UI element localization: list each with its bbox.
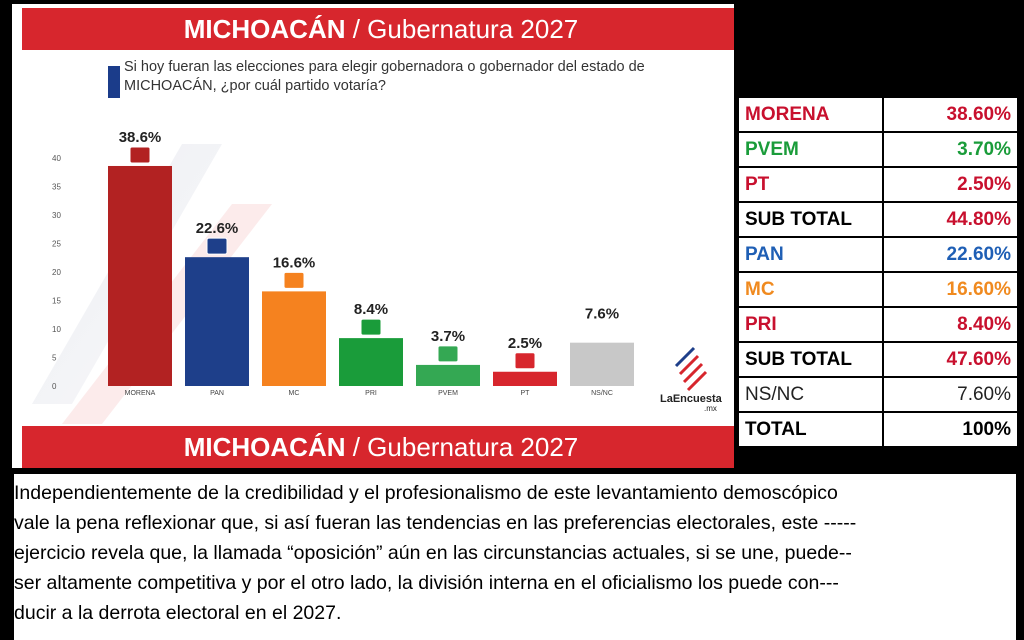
row-value: 38.60% — [882, 96, 1019, 133]
y-tick-label: 15 — [52, 297, 61, 306]
table-row: PVEM 3.70% — [736, 131, 1019, 168]
bar-nsnc — [570, 342, 634, 386]
x-tick-label: PT — [521, 390, 531, 397]
table-row: MORENA 38.60% — [736, 96, 1019, 133]
paragraph-line: ejercicio revela que, la llamada “oposic… — [14, 542, 852, 564]
party-logo-mc-icon — [283, 271, 305, 289]
paragraph-line: ducir a la derrota electoral en el 2027. — [14, 602, 342, 624]
x-tick-label: PAN — [210, 390, 224, 397]
party-logo-pri-icon — [360, 318, 382, 336]
table-row: PT 2.50% — [736, 166, 1019, 203]
row-value: 100% — [882, 411, 1019, 448]
row-value: 8.40% — [882, 306, 1019, 343]
table-row: NS/NC 7.60% — [736, 376, 1019, 413]
data-label-nsnc: 7.6% — [585, 306, 619, 323]
row-value: 47.60% — [882, 341, 1019, 378]
party-logo-pvem-icon — [437, 345, 459, 363]
banner-rest-bottom: / Gubernatura 2027 — [345, 432, 579, 462]
data-label-pvem: 3.7% — [431, 328, 465, 345]
table-row: PRI 8.40% — [736, 306, 1019, 343]
brand-name: LaEncuesta — [660, 393, 723, 405]
poll-question: Si hoy fueran las elecciones para elegir… — [124, 59, 645, 94]
results-table: MORENA 38.60% PVEM 3.70% PT 2.50% SUB TOTAL 44.… — [736, 96, 1019, 448]
data-label-mc: 16.6% — [273, 254, 316, 271]
paragraph-line: vale la pena reflexionar que, si así fue… — [14, 512, 857, 534]
x-tick-label: PRI — [365, 390, 377, 397]
row-value: 16.60% — [882, 271, 1019, 308]
row-label: SUB TOTAL — [736, 341, 885, 378]
bar-morena — [108, 165, 172, 386]
party-logos — [129, 146, 536, 370]
banner-state-bottom: MICHOACÁN — [183, 432, 346, 462]
row-label: PAN — [736, 236, 885, 273]
table-row: SUB TOTAL 47.60% — [736, 341, 1019, 378]
row-value: 3.70% — [882, 131, 1019, 168]
party-logo-morena-icon — [129, 146, 151, 164]
question-accent-bar — [108, 66, 120, 98]
data-labels-group: 38.6% 22.6% 16.6% 8.4% 3.7% 2.5% 7.6% — [119, 129, 619, 352]
banner-state: MICHOACÁN — [183, 14, 346, 44]
table-row: SUB TOTAL 44.80% — [736, 201, 1019, 238]
data-label-pt: 2.5% — [508, 335, 542, 352]
y-tick-label: 10 — [52, 325, 61, 334]
brand-suffix: .mx — [704, 404, 717, 413]
bar-pt — [493, 371, 557, 386]
row-value: 2.50% — [882, 166, 1019, 203]
bars-group — [108, 165, 634, 386]
bar-pvem — [416, 364, 480, 386]
table-row: TOTAL 100% — [736, 411, 1019, 448]
commentary-text: Independientemente de la credibilidad y … — [14, 474, 1016, 640]
banner-rest: / Gubernatura 2027 — [345, 14, 579, 44]
paragraph-line: Independientemente de la credibilidad y … — [14, 482, 838, 504]
party-logo-pan-icon — [206, 237, 228, 255]
row-value: 7.60% — [882, 376, 1019, 413]
y-tick-label: 0 — [52, 382, 57, 391]
x-tick-label: NS/NC — [591, 390, 613, 397]
poll-graphic: MICHOACÁN / Gubernatura 2027 Si hoy fuer… — [12, 4, 734, 468]
row-label: MC — [736, 271, 885, 308]
row-label: TOTAL — [736, 411, 885, 448]
x-tick-label: PVEM — [438, 390, 458, 397]
data-label-pan: 22.6% — [196, 220, 239, 237]
y-tick-label: 30 — [52, 211, 61, 220]
row-value: 44.80% — [882, 201, 1019, 238]
row-label: PVEM — [736, 131, 885, 168]
y-axis: 0 5 10 15 20 25 30 35 40 — [52, 154, 61, 391]
bar-pan — [185, 257, 249, 386]
top-banner: MICHOACÁN / Gubernatura 2027 — [22, 8, 734, 50]
y-tick-label: 35 — [52, 183, 61, 192]
x-tick-label: MC — [289, 390, 300, 397]
data-label-morena: 38.6% — [119, 129, 162, 146]
bar-mc — [262, 291, 326, 386]
row-label: NS/NC — [736, 376, 885, 413]
y-tick-label: 40 — [52, 154, 61, 163]
x-tick-label: MORENA — [125, 390, 156, 397]
row-value: 22.60% — [882, 236, 1019, 273]
y-tick-label: 5 — [52, 354, 57, 363]
bar-chart: 0 5 10 15 20 25 30 35 40 38.6% 22.6% 16.6% 8.4% 3.7%… — [32, 129, 723, 424]
y-tick-label: 25 — [52, 240, 61, 249]
bottom-banner: MICHOACÁN / Gubernatura 2027 — [22, 426, 734, 468]
y-tick-label: 20 — [52, 268, 61, 277]
paragraph-line: ser altamente competitiva y por el otro … — [14, 572, 839, 594]
table-row: PAN 22.60% — [736, 236, 1019, 273]
row-label: SUB TOTAL — [736, 201, 885, 238]
row-label: PT — [736, 166, 885, 203]
row-label: PRI — [736, 306, 885, 343]
row-label: MORENA — [736, 96, 885, 133]
data-label-pri: 8.4% — [354, 301, 388, 318]
party-logo-pt-icon — [514, 352, 536, 370]
x-axis-labels: MORENA PAN MC PRI PVEM PT NS/NC — [125, 390, 613, 397]
table-row: MC 16.60% — [736, 271, 1019, 308]
bar-pri — [339, 338, 403, 386]
brand-logo: LaEncuesta .mx — [660, 346, 723, 413]
